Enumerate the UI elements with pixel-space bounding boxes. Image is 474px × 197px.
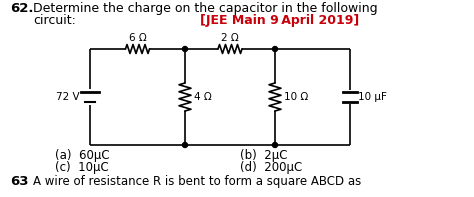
Text: 63: 63 (10, 175, 28, 188)
Text: (b)  2μC: (b) 2μC (240, 149, 288, 162)
Circle shape (182, 46, 188, 51)
Text: A wire of resistance R is bent to form a square ABCD as: A wire of resistance R is bent to form a… (33, 175, 361, 188)
Text: (d)  200μC: (d) 200μC (240, 161, 302, 174)
Text: (c)  10μC: (c) 10μC (55, 161, 109, 174)
Text: 2 Ω: 2 Ω (221, 33, 239, 43)
Circle shape (182, 142, 188, 148)
Text: 6 Ω: 6 Ω (128, 33, 146, 43)
Text: 62.: 62. (10, 2, 34, 15)
Text: [JEE Main 9 April 2019]: [JEE Main 9 April 2019] (200, 14, 359, 27)
Text: 72 V: 72 V (56, 92, 80, 102)
Circle shape (273, 46, 277, 51)
Text: 10 μF: 10 μF (358, 92, 387, 102)
Text: 4 Ω: 4 Ω (194, 92, 212, 102)
Text: circuit:: circuit: (33, 14, 76, 27)
Text: (a)  60μC: (a) 60μC (55, 149, 109, 162)
Circle shape (273, 142, 277, 148)
Text: Determine the charge on the capacitor in the following: Determine the charge on the capacitor in… (33, 2, 378, 15)
Text: 10 Ω: 10 Ω (284, 92, 308, 102)
